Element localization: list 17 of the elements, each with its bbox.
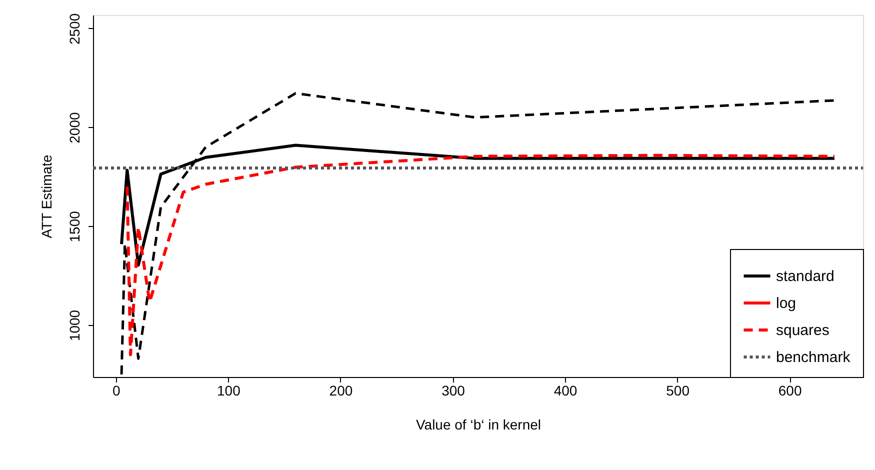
legend-label: benchmark bbox=[776, 349, 851, 366]
y-tick-label: 1000 bbox=[66, 310, 82, 342]
y-tick-label: 2000 bbox=[66, 112, 82, 144]
y-axis-title: ATT Estimate bbox=[38, 154, 54, 238]
y-tick-label: 2500 bbox=[66, 13, 82, 45]
x-tick-label: 0 bbox=[112, 382, 121, 398]
x-tick-label: 500 bbox=[666, 382, 690, 398]
x-tick-label: 200 bbox=[329, 382, 353, 398]
x-tick-label: 300 bbox=[442, 382, 466, 398]
x-tick-label: 600 bbox=[778, 382, 802, 398]
legend-label: standard bbox=[776, 268, 834, 285]
x-tick-label: 100 bbox=[217, 382, 241, 398]
x-axis-title: Value of ‘b‘ in kernel bbox=[416, 416, 542, 432]
legend-label: squares bbox=[776, 322, 830, 339]
y-tick-label: 1500 bbox=[66, 210, 82, 242]
x-tick-label: 400 bbox=[554, 382, 578, 398]
legend-label: log bbox=[776, 295, 796, 312]
